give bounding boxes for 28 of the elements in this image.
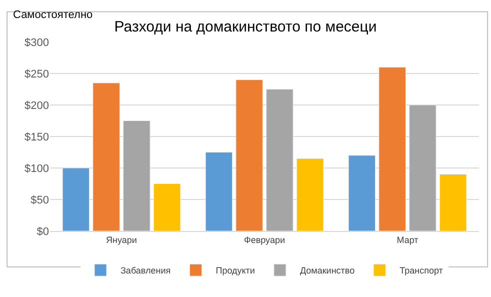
bar bbox=[266, 89, 294, 231]
legend-label: Продукти bbox=[216, 266, 255, 276]
bar bbox=[123, 120, 150, 231]
y-tick-label: $250 bbox=[24, 68, 49, 80]
bar bbox=[236, 80, 263, 231]
bar bbox=[92, 82, 120, 231]
y-tick-label: $100 bbox=[24, 162, 49, 175]
x-tick-label: Януари bbox=[106, 234, 137, 245]
legend-label: Транспорт bbox=[400, 266, 443, 276]
x-tick-label: Февруари bbox=[244, 234, 285, 245]
text: Самостоятелно bbox=[13, 9, 93, 21]
legend-label: Домакинство bbox=[300, 266, 355, 276]
y-tick-label: $150 bbox=[24, 131, 49, 144]
y-tick-label: $50 bbox=[30, 194, 49, 206]
bar bbox=[348, 155, 376, 231]
x-tick-label: Март bbox=[396, 234, 418, 245]
bar bbox=[205, 152, 233, 231]
bar bbox=[153, 184, 181, 231]
bar bbox=[62, 168, 90, 231]
bar bbox=[378, 66, 406, 231]
y-tick-label: $200 bbox=[24, 100, 49, 112]
legend-label: Забавления bbox=[120, 266, 171, 276]
y-tick-label: $0 bbox=[36, 226, 49, 238]
bar bbox=[296, 158, 324, 231]
bar bbox=[409, 104, 436, 231]
chart-title: Разходи на домакинството по месеци bbox=[114, 18, 377, 36]
y-tick-label: $300 bbox=[24, 36, 49, 49]
bar bbox=[439, 174, 467, 231]
